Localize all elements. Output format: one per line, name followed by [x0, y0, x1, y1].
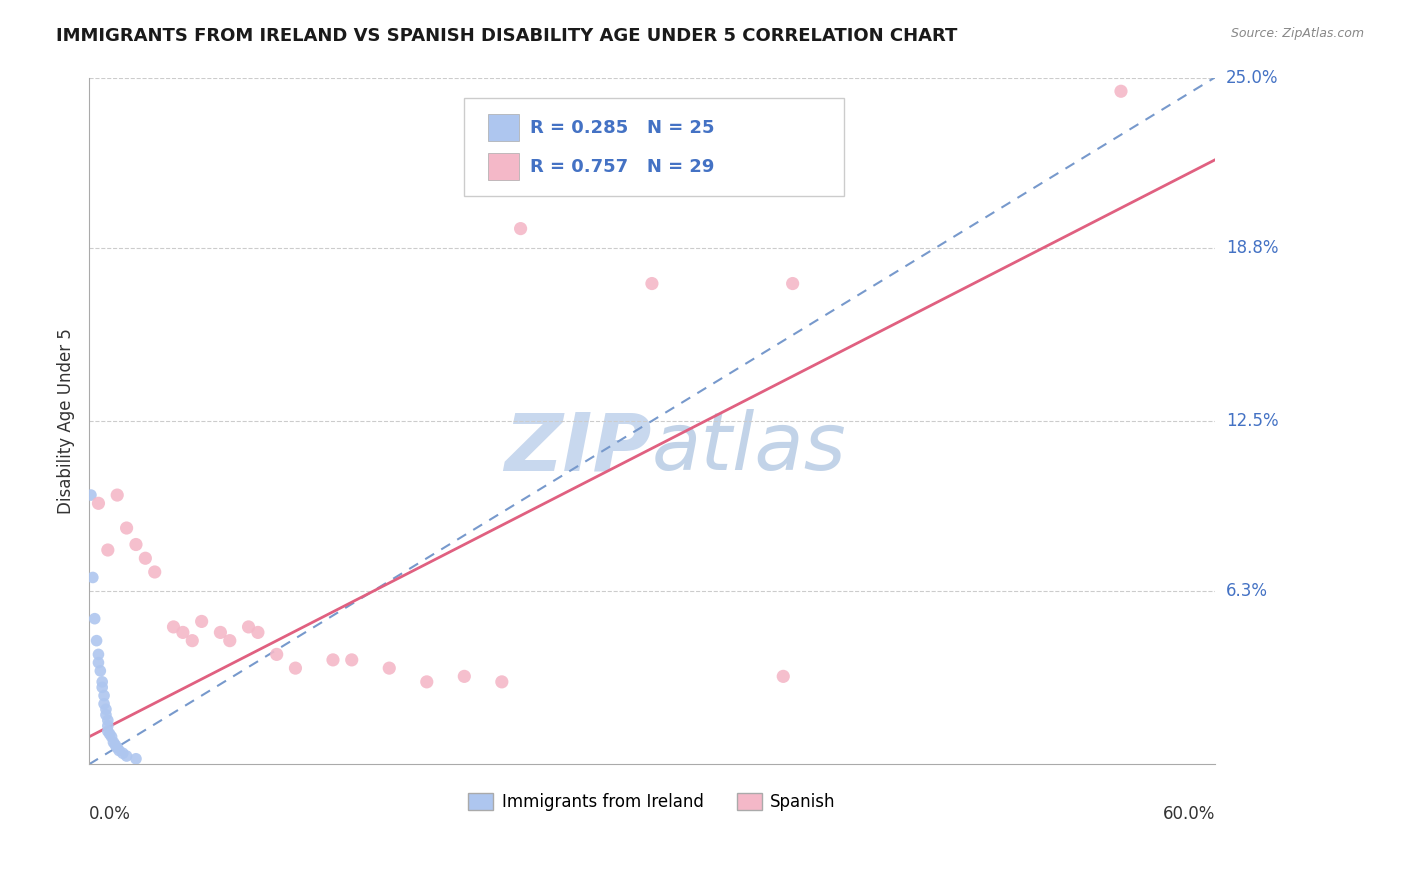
Point — [284, 661, 307, 675]
Point — [108, 743, 131, 757]
Text: ZIP: ZIP — [505, 409, 652, 487]
Point — [209, 625, 232, 640]
Text: R = 0.757   N = 29: R = 0.757 N = 29 — [530, 158, 714, 176]
Text: 6.3%: 6.3% — [1226, 582, 1268, 600]
Point — [86, 633, 108, 648]
Point — [322, 653, 344, 667]
Text: IMMIGRANTS FROM IRELAND VS SPANISH DISABILITY AGE UNDER 5 CORRELATION CHART: IMMIGRANTS FROM IRELAND VS SPANISH DISAB… — [56, 27, 957, 45]
Point — [782, 277, 804, 291]
Legend: Immigrants from Ireland, Spanish: Immigrants from Ireland, Spanish — [461, 786, 842, 818]
Point — [453, 669, 475, 683]
Point — [246, 625, 269, 640]
Text: 12.5%: 12.5% — [1226, 412, 1278, 430]
Point — [416, 674, 439, 689]
Point — [97, 543, 120, 558]
Point — [97, 724, 120, 739]
Point — [125, 752, 148, 766]
Point — [181, 633, 204, 648]
Point — [87, 656, 110, 670]
Point — [547, 180, 569, 194]
Point — [266, 648, 288, 662]
Point — [641, 277, 664, 291]
Point — [91, 681, 114, 695]
Point — [94, 707, 117, 722]
Point — [93, 697, 115, 711]
Point — [143, 565, 166, 579]
Point — [105, 740, 128, 755]
Point — [378, 661, 401, 675]
Point — [91, 674, 114, 689]
Text: Source: ZipAtlas.com: Source: ZipAtlas.com — [1230, 27, 1364, 40]
Point — [772, 669, 794, 683]
Point — [93, 689, 115, 703]
Point — [105, 488, 128, 502]
Point — [340, 653, 363, 667]
Text: 60.0%: 60.0% — [1163, 805, 1215, 823]
Text: 0.0%: 0.0% — [89, 805, 131, 823]
Point — [100, 730, 122, 744]
Point — [82, 570, 104, 584]
Point — [87, 496, 110, 510]
Point — [238, 620, 260, 634]
Point — [97, 719, 120, 733]
Point — [115, 521, 138, 535]
Point — [134, 551, 156, 566]
Point — [98, 727, 121, 741]
Point — [104, 738, 127, 752]
Text: R = 0.285   N = 25: R = 0.285 N = 25 — [530, 119, 714, 136]
Point — [125, 537, 148, 551]
Point — [491, 674, 513, 689]
Point — [80, 488, 103, 502]
Text: 25.0%: 25.0% — [1226, 69, 1278, 87]
Point — [162, 620, 184, 634]
Y-axis label: Disability Age Under 5: Disability Age Under 5 — [58, 328, 75, 514]
Point — [509, 221, 531, 235]
Point — [1109, 84, 1132, 98]
Point — [83, 612, 105, 626]
Point — [97, 714, 120, 728]
Point — [89, 664, 111, 678]
Point — [87, 648, 110, 662]
Point — [218, 633, 240, 648]
Point — [172, 625, 194, 640]
Point — [103, 735, 125, 749]
Point — [190, 615, 212, 629]
Point — [111, 746, 134, 760]
Text: 18.8%: 18.8% — [1226, 239, 1278, 257]
Text: atlas: atlas — [652, 409, 846, 487]
Point — [94, 702, 117, 716]
Point — [115, 749, 138, 764]
